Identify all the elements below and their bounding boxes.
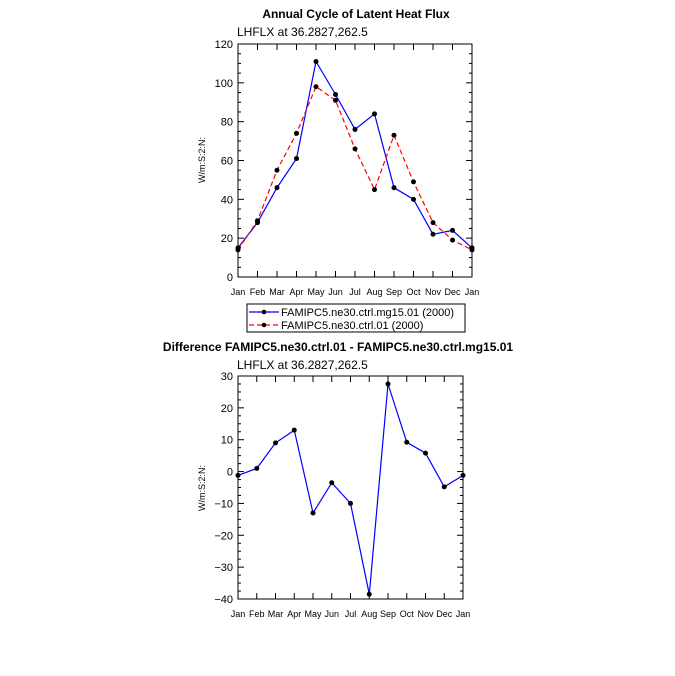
y-axis-label: W/m:S:2:N:: [197, 137, 207, 183]
legend: FAMIPC5.ne30.ctrl.mg15.01 (2000) FAMIPC5…: [246, 303, 466, 333]
difference-x-tick-label-february: Feb: [249, 609, 265, 619]
difference-series-1-point: [423, 450, 428, 456]
y-tick-label: 120: [215, 39, 233, 51]
series-2-point: [294, 130, 299, 136]
series-2-point: [333, 97, 338, 103]
series-1-point: [333, 91, 338, 97]
y-tick-label: 60: [221, 156, 233, 168]
legend-label-series-b: FAMIPC5.ne30.ctrl.01 (2000): [281, 320, 423, 332]
difference-series-1-point: [310, 510, 316, 516]
difference-x-tick-label-april: Apr: [287, 609, 301, 619]
legend-marker-series-a: [261, 309, 267, 315]
series-2-point: [391, 132, 397, 138]
x-tick-label-february: Feb: [250, 287, 266, 297]
chart-subtitle: LHFLX at 36.2827,262.5: [237, 25, 368, 39]
difference-y-tick-label: 30: [221, 371, 233, 383]
difference-y-axis-label: W/m:S:2:N:: [197, 465, 207, 511]
difference-series-1-point: [273, 440, 278, 446]
y-tick-label: 20: [221, 233, 233, 245]
y-tick-label: 100: [215, 78, 233, 90]
difference-x-tick-label-january: Jan: [456, 609, 471, 619]
x-tick-label-march: Mar: [269, 287, 285, 297]
difference-series-1-point: [291, 427, 297, 433]
plot-area: [235, 58, 475, 253]
difference-plot-area: [235, 381, 466, 597]
x-tick-label-august: Aug: [366, 287, 382, 297]
difference-x-tick-label-november: Nov: [417, 609, 434, 619]
difference-x-tick-label-january: Jan: [231, 609, 246, 619]
series-line-1: [237, 59, 473, 249]
difference-series-1-point: [441, 484, 447, 490]
difference-x-tick-label-july: Jul: [345, 609, 357, 619]
series-line-2: [237, 85, 473, 251]
annual-cycle-panel: Annual Cycle of Latent Heat Flux LHFLX a…: [197, 7, 480, 333]
series-1-point: [430, 231, 436, 237]
series-1-point: [450, 227, 455, 233]
x-tick-label-january: Jan: [465, 287, 480, 297]
x-tick-label-june: Jun: [328, 287, 343, 297]
series-1-point: [274, 185, 280, 191]
difference-panel: Difference FAMIPC5.ne30.ctrl.01 - FAMIPC…: [163, 340, 513, 619]
x-tick-label-october: Oct: [406, 287, 421, 297]
difference-y-tick-label: 20: [221, 403, 233, 415]
difference-y-tick-label: 10: [221, 435, 233, 447]
difference-series-1-point: [385, 381, 391, 387]
series-2-point: [352, 146, 358, 152]
series-1-point: [352, 126, 358, 132]
x-tick-label-december: Dec: [444, 287, 461, 297]
y-tick-label: 80: [221, 117, 233, 129]
x-tick-label-april: Apr: [289, 287, 303, 297]
legend-marker-series-b: [261, 322, 267, 328]
difference-x-tick-label-june: Jun: [324, 609, 339, 619]
legend-label-series-a: FAMIPC5.ne30.ctrl.mg15.01 (2000): [281, 307, 454, 319]
legend-box: [246, 303, 466, 333]
difference-series-line-1: [237, 383, 464, 595]
difference-x-tick-label-august: Aug: [361, 609, 377, 619]
series-1-point: [411, 196, 416, 202]
difference-title: Difference FAMIPC5.ne30.ctrl.01 - FAMIPC…: [163, 340, 513, 354]
plot-frame: [237, 43, 473, 278]
series-2-point: [313, 84, 319, 90]
difference-series-1-point: [404, 439, 410, 445]
x-tick-label-may: May: [307, 287, 325, 297]
difference-y-tick-label: −30: [214, 562, 233, 574]
difference-x-tick-label-december: Dec: [436, 609, 453, 619]
series-1-point: [391, 185, 397, 191]
difference-x-tick-label-march: Mar: [268, 609, 284, 619]
difference-y-tick-label: −10: [214, 498, 233, 510]
x-tick-label-july: Jul: [349, 287, 361, 297]
difference-y-tick-label: −40: [214, 594, 233, 606]
series-2-point: [255, 218, 260, 224]
difference-plot-frame: [237, 375, 464, 600]
difference-y-tick-label: −20: [214, 530, 233, 542]
difference-series-1-point: [329, 480, 335, 486]
series-2-point: [372, 187, 377, 193]
x-tick-label-september: Sep: [386, 287, 402, 297]
difference-x-tick-label-october: Oct: [400, 609, 415, 619]
series-1-point: [313, 58, 319, 64]
difference-series-1-point: [254, 465, 260, 471]
y-tick-label: 40: [221, 194, 233, 206]
series-2-point: [430, 220, 436, 226]
difference-series-1-point: [348, 500, 353, 506]
series-1-point: [294, 156, 299, 162]
series-2-point: [411, 179, 416, 185]
difference-x-tick-label-may: May: [304, 609, 322, 619]
series-1-point: [372, 111, 377, 117]
difference-y-tick-label: 0: [227, 467, 233, 479]
series-2-point: [450, 237, 455, 243]
chart-title: Annual Cycle of Latent Heat Flux: [262, 7, 450, 21]
y-tick-label: 0: [227, 272, 233, 284]
x-tick-label-november: Nov: [425, 287, 442, 297]
difference-subtitle: LHFLX at 36.2827,262.5: [237, 358, 368, 372]
axes: 0 20 40 60 80 100 120 Jan Feb Mar Apr May Jun Jul Aug S…: [215, 39, 480, 297]
x-tick-label-january: Jan: [231, 287, 246, 297]
difference-x-tick-label-september: Sep: [380, 609, 396, 619]
series-2-point: [274, 167, 280, 173]
